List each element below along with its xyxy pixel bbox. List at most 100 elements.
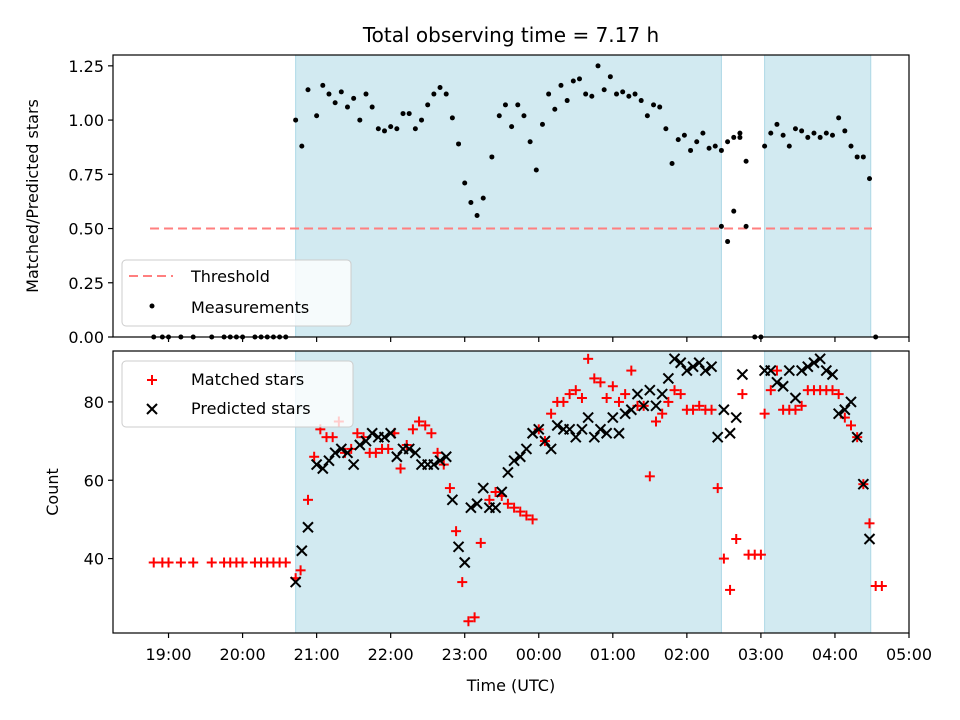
measurement-point	[357, 117, 363, 123]
predicted-star-point	[335, 443, 348, 455]
matched-star-point	[475, 537, 486, 548]
measurement-point	[406, 111, 412, 117]
measurement-point	[774, 121, 780, 127]
measurement-point	[663, 126, 669, 132]
top-y-ticks: 0.00 0.25 0.50 0.75 1.00 1.25	[68, 57, 113, 347]
measurement-point	[583, 91, 589, 97]
measurement-point	[449, 115, 455, 121]
predicted-star-point	[551, 419, 563, 432]
predicted-star-point	[477, 482, 489, 494]
shaded-interval	[764, 350, 872, 634]
measurement-point	[326, 91, 332, 97]
measurement-point	[669, 160, 675, 166]
measurement-point	[799, 128, 805, 134]
matched-star-point	[771, 365, 782, 376]
legend-threshold-label: Threshold	[190, 267, 270, 286]
measurement-point	[443, 91, 449, 97]
matched-star-point	[426, 428, 437, 439]
matched-star-point	[546, 408, 557, 419]
chart-title: Total observing time = 7.17 h	[362, 23, 659, 47]
matched-star-point	[833, 389, 844, 400]
measurement-point	[718, 223, 724, 229]
measurement-point	[299, 143, 305, 149]
bottom-legend: Matched stars Predicted stars	[121, 360, 354, 428]
legend-measurements-label: Measurements	[191, 298, 309, 317]
predicted-star-point	[662, 372, 675, 385]
x-tick-label: 02:00	[664, 645, 710, 664]
predicted-star-point	[296, 545, 308, 557]
matched-star-point	[502, 498, 513, 509]
matched-star-point	[688, 404, 699, 415]
matched-star-point	[484, 494, 495, 505]
matched-star-point	[657, 408, 668, 419]
predicted-star-point	[851, 431, 863, 443]
measurement-point	[780, 132, 786, 138]
predicted-star-point	[802, 360, 814, 373]
measurement-point	[431, 91, 437, 97]
measurement-point	[400, 111, 406, 117]
shaded-interval	[764, 54, 872, 338]
bottom-y-axis-label: Count	[43, 468, 62, 516]
measurement-point	[320, 82, 326, 88]
matched-star-point	[295, 565, 306, 576]
predicted-star-point	[607, 411, 619, 424]
matched-star-point	[527, 514, 538, 525]
matched-star-point	[675, 389, 686, 400]
matched-star-point	[175, 557, 186, 568]
y-tick-label: 80	[84, 393, 104, 412]
predicted-star-point	[465, 501, 477, 514]
measurement-point	[854, 154, 860, 160]
measurement-point	[489, 154, 495, 160]
measurement-point	[811, 130, 817, 136]
measurement-point	[607, 74, 613, 80]
matched-star-point	[395, 463, 406, 474]
predicted-star-point	[765, 364, 777, 377]
x-tick-label: 03:00	[738, 645, 784, 664]
measurement-point	[332, 100, 338, 106]
measurement-point	[468, 200, 474, 206]
matched-star-point	[731, 534, 742, 544]
matched-star-point	[558, 396, 569, 407]
predicted-star-point	[563, 423, 576, 436]
matched-star-point	[694, 400, 705, 411]
matched-star-point	[595, 377, 606, 388]
predicted-star-point	[687, 360, 699, 373]
predicted-star-point	[619, 407, 631, 420]
predicted-star-point	[625, 404, 638, 416]
measurement-point	[700, 130, 706, 136]
predicted-star-point	[496, 486, 508, 498]
matched-star-point	[845, 420, 856, 431]
bottom-x-ticks: 19:00 20:00 21:00 22:00 23:00 00:00 01:00 02:00…	[145, 633, 932, 664]
predicted-star-point	[594, 423, 607, 436]
measurement-point	[564, 98, 570, 104]
matched-star-point	[237, 557, 248, 568]
matched-star-point	[759, 408, 770, 419]
predicted-star-point	[674, 357, 687, 369]
matched-star-point	[383, 443, 394, 454]
predicted-star-point	[789, 392, 802, 404]
matched-star-point	[463, 616, 474, 627]
matched-star-point	[370, 447, 381, 458]
x-tick-label: 00:00	[516, 645, 562, 664]
predicted-star-point	[471, 498, 483, 510]
measurement-point	[305, 87, 311, 93]
matched-star-point	[663, 396, 674, 407]
matched-star-point	[490, 487, 501, 497]
matched-star-point	[521, 510, 532, 521]
predicted-star-point	[820, 364, 833, 377]
predicted-star-point	[347, 458, 360, 471]
predicted-star-point	[631, 388, 644, 400]
measurement-point	[363, 91, 369, 97]
y-tick-label: 0.25	[68, 274, 104, 293]
legend-x-marker	[146, 403, 158, 415]
matched-star-point	[765, 385, 776, 396]
predicted-star-point	[783, 364, 795, 377]
measurement-point	[675, 137, 681, 143]
predicted-star-point	[440, 451, 452, 463]
measurement-point	[412, 126, 418, 132]
predicted-star-point	[502, 466, 514, 479]
matched-star-point	[407, 424, 418, 435]
matched-star-point	[469, 612, 480, 623]
shaded-interval	[295, 54, 722, 338]
matched-star-point	[576, 393, 587, 403]
